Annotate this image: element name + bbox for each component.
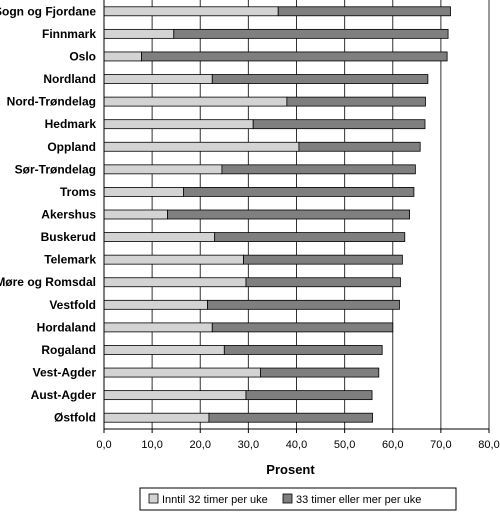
bar-segment-2 bbox=[207, 299, 400, 310]
bar-segment-1 bbox=[103, 6, 279, 17]
bar-segment-1 bbox=[103, 232, 216, 242]
bar-segment-2 bbox=[211, 322, 394, 333]
bar-segment-1 bbox=[103, 209, 168, 220]
category-label: Akershus bbox=[41, 208, 96, 222]
bar-segment-1 bbox=[103, 322, 213, 333]
bar-segment-2 bbox=[245, 277, 401, 288]
bar-segment-2 bbox=[243, 254, 403, 265]
legend-label-1: Inntil 32 timer per uke bbox=[162, 494, 268, 506]
bar-segment-1 bbox=[103, 164, 223, 175]
category-label: Østfold bbox=[54, 411, 96, 425]
x-tick-label: 50,0 bbox=[334, 439, 355, 451]
x-tick-label: 40,0 bbox=[286, 439, 307, 451]
bar-segment-1 bbox=[103, 96, 288, 107]
bar-segment-2 bbox=[141, 51, 448, 62]
category-label: Sør-Trøndelag bbox=[15, 162, 96, 176]
category-label: Buskerud bbox=[41, 230, 96, 244]
bar-segment-2 bbox=[211, 74, 429, 84]
x-axis-title: Prosent bbox=[266, 462, 315, 477]
category-label: Rogaland bbox=[41, 343, 96, 357]
bar-segment-2 bbox=[208, 412, 373, 423]
x-tick-label: 0,0 bbox=[96, 439, 111, 451]
legend-swatch-1 bbox=[148, 493, 159, 504]
bar-segment-2 bbox=[298, 141, 421, 152]
category-label: Møre og Romsdal bbox=[0, 275, 96, 289]
category-label: Sogn og Fjordane bbox=[0, 4, 96, 18]
bar-segment-2 bbox=[252, 119, 426, 130]
bar-segment-1 bbox=[103, 412, 210, 423]
category-label: Hedmark bbox=[45, 117, 97, 131]
bar-segment-1 bbox=[103, 187, 184, 197]
legend-label-2: 33 timer eller mer per uke bbox=[296, 494, 421, 506]
bar-segment-1 bbox=[103, 28, 175, 39]
bar-segment-2 bbox=[260, 367, 380, 378]
bar-segment-1 bbox=[103, 367, 261, 378]
x-tick-label: 10,0 bbox=[141, 439, 162, 451]
x-tick-label: 70,0 bbox=[430, 439, 451, 451]
x-tick-label: 30,0 bbox=[238, 439, 259, 451]
legend-box bbox=[139, 487, 457, 511]
x-tick-label: 60,0 bbox=[382, 439, 403, 451]
bar-segment-1 bbox=[103, 299, 208, 310]
bar-segment-1 bbox=[103, 119, 254, 130]
category-label: Telemark bbox=[44, 253, 96, 267]
bar-segment-1 bbox=[103, 254, 244, 265]
bar-segment-1 bbox=[103, 74, 213, 84]
bar-segment-1 bbox=[103, 345, 225, 355]
bar-segment-2 bbox=[183, 187, 415, 197]
category-label: Vestfold bbox=[49, 298, 96, 312]
category-label: Oslo bbox=[69, 49, 96, 63]
bar-segment-2 bbox=[221, 164, 416, 175]
category-label: Nordland bbox=[43, 72, 96, 86]
bar-segment-2 bbox=[214, 232, 406, 242]
bar-segment-1 bbox=[103, 277, 247, 288]
category-label: Aust-Agder bbox=[31, 388, 97, 402]
category-label: Nord-Trøndelag bbox=[7, 95, 96, 109]
bar-segment-2 bbox=[277, 6, 451, 17]
bar-segment-2 bbox=[167, 209, 410, 220]
category-label: Troms bbox=[60, 185, 96, 199]
category-label: Oppland bbox=[47, 140, 96, 154]
bar-segment-2 bbox=[223, 345, 383, 355]
category-label: Finnmark bbox=[42, 27, 96, 41]
bar-segment-2 bbox=[286, 96, 426, 107]
legend-swatch-2 bbox=[282, 493, 293, 504]
bar-segment-1 bbox=[103, 390, 247, 401]
bar-segment-1 bbox=[103, 51, 142, 62]
bar-segment-2 bbox=[173, 28, 449, 39]
bar-segment-2 bbox=[245, 390, 373, 401]
bar-segment-1 bbox=[103, 141, 300, 152]
x-tick-label: 20,0 bbox=[190, 439, 211, 451]
category-label: Vest-Agder bbox=[33, 366, 97, 380]
category-label: Hordaland bbox=[37, 320, 96, 334]
x-tick-label: 80,0 bbox=[478, 439, 499, 451]
